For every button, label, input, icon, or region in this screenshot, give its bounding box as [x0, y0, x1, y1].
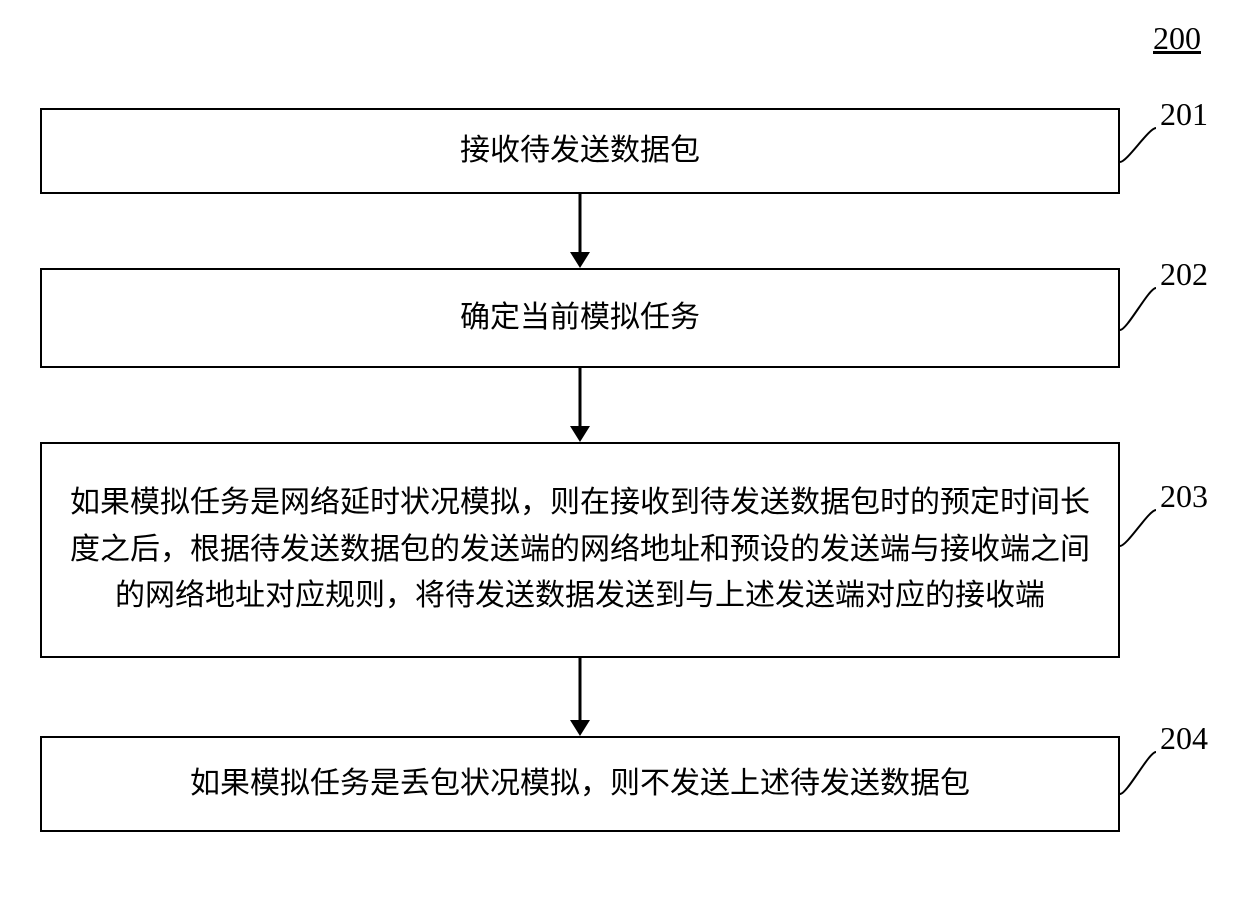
- figure-reference-200-text: 200: [1153, 20, 1201, 56]
- step-box-201: 接收待发送数据包: [40, 108, 1120, 194]
- step-label-201: 201: [1160, 96, 1208, 133]
- leader-line-201: [1116, 124, 1160, 166]
- leader-line-204: [1116, 748, 1160, 798]
- step-box-202: 确定当前模拟任务: [40, 268, 1120, 368]
- step-label-204: 204: [1160, 720, 1208, 757]
- step-label-204-text: 204: [1160, 720, 1208, 756]
- arrow-201-to-202: [566, 194, 594, 268]
- leader-line-203: [1116, 506, 1160, 550]
- step-label-202-text: 202: [1160, 256, 1208, 292]
- flowchart-canvas: 200 接收待发送数据包 201 确定当前模拟任务 202 如果模拟任务是网络延…: [0, 0, 1240, 923]
- leader-line-202: [1116, 284, 1160, 334]
- arrow-203-to-204: [566, 658, 594, 736]
- step-203-text: 如果模拟任务是网络延时状况模拟，则在接收到待发送数据包时的预定时间长度之后，根据…: [60, 480, 1100, 620]
- step-box-203: 如果模拟任务是网络延时状况模拟，则在接收到待发送数据包时的预定时间长度之后，根据…: [40, 442, 1120, 658]
- step-label-201-text: 201: [1160, 96, 1208, 132]
- step-box-204: 如果模拟任务是丢包状况模拟，则不发送上述待发送数据包: [40, 736, 1120, 832]
- step-201-text: 接收待发送数据包: [460, 128, 700, 175]
- step-204-text: 如果模拟任务是丢包状况模拟，则不发送上述待发送数据包: [190, 761, 970, 808]
- step-label-202: 202: [1160, 256, 1208, 293]
- step-202-text: 确定当前模拟任务: [460, 295, 700, 342]
- step-label-203: 203: [1160, 478, 1208, 515]
- step-label-203-text: 203: [1160, 478, 1208, 514]
- figure-reference-200: 200: [1153, 20, 1201, 57]
- arrow-202-to-203: [566, 368, 594, 442]
